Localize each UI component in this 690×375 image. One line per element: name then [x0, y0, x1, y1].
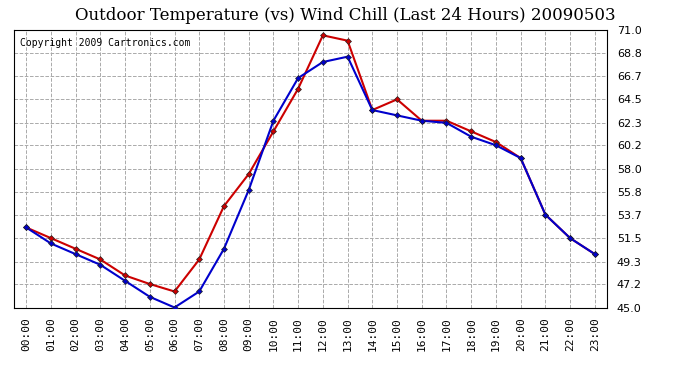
Text: Copyright 2009 Cartronics.com: Copyright 2009 Cartronics.com: [20, 38, 190, 48]
Text: Outdoor Temperature (vs) Wind Chill (Last 24 Hours) 20090503: Outdoor Temperature (vs) Wind Chill (Las…: [75, 8, 615, 24]
